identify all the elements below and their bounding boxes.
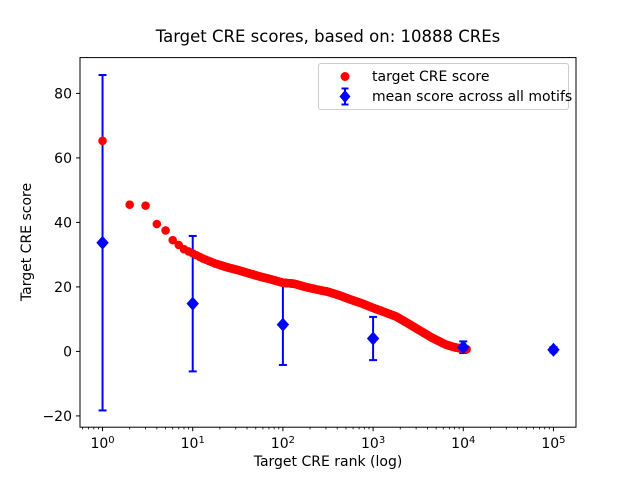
- svg-text:100: 100: [90, 435, 114, 452]
- red-dot-marker-icon: [340, 72, 350, 81]
- svg-text:−20: −20: [42, 409, 72, 425]
- svg-text:60: 60: [54, 151, 72, 167]
- svg-text:0: 0: [63, 344, 72, 360]
- svg-text:105: 105: [541, 435, 565, 452]
- y-axis-label: Target CRE score: [19, 182, 35, 302]
- svg-text:40: 40: [54, 215, 72, 231]
- legend-label-mean-score: mean score across all motifs: [372, 88, 573, 105]
- svg-text:104: 104: [451, 435, 475, 452]
- legend: target CRE score mean score across all m…: [318, 63, 572, 110]
- x-axis-label: Target CRE rank (log): [253, 454, 403, 470]
- svg-text:103: 103: [361, 435, 385, 452]
- svg-text:101: 101: [181, 435, 205, 452]
- legend-item-target-cre-score: target CRE score: [325, 67, 562, 86]
- svg-text:102: 102: [271, 435, 295, 452]
- chart-title: Target CRE scores, based on: 10888 CREs: [155, 27, 501, 46]
- svg-text:80: 80: [54, 86, 72, 102]
- svg-text:20: 20: [54, 280, 72, 296]
- legend-label-target-cre-score: target CRE score: [372, 68, 490, 85]
- legend-item-mean-score: mean score across all motifs: [325, 87, 572, 106]
- blue-diamond-errorbar-marker-icon: [339, 87, 351, 106]
